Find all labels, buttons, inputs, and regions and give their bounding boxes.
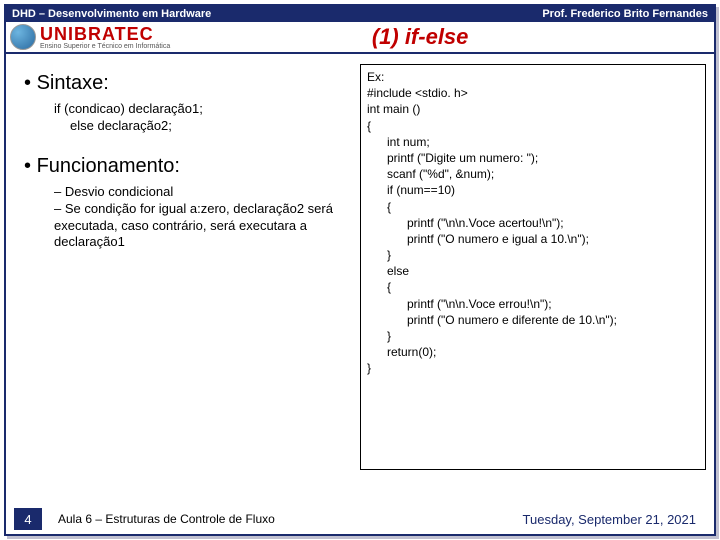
- page-number: 4: [14, 508, 42, 530]
- header-left: DHD – Desenvolvimento em Hardware: [12, 8, 211, 20]
- code-line: }: [367, 360, 699, 376]
- footer-date: Tuesday, September 21, 2021: [523, 512, 706, 527]
- code-line: else: [387, 263, 699, 279]
- func-heading: Funcionamento:: [24, 155, 356, 178]
- syntax-line1: if (condicao) declaração1;: [54, 101, 356, 118]
- logo-text: UNIBRATEC Ensino Superior e Técnico em I…: [40, 25, 170, 50]
- code-line: }: [387, 328, 699, 344]
- syntax-line2: else declaração2;: [70, 118, 356, 135]
- code-line: Ex:: [367, 69, 699, 85]
- logo-icon: [10, 24, 36, 50]
- code-line: int main (): [367, 101, 699, 117]
- footer: 4 Aula 6 – Estruturas de Controle de Flu…: [6, 508, 714, 530]
- slide-title: (1) if-else: [170, 24, 710, 50]
- code-line: printf ("O numero e igual a 10.\n");: [407, 231, 699, 247]
- code-line: printf ("Digite um numero: ");: [387, 150, 699, 166]
- code-line: }: [387, 247, 699, 263]
- syntax-heading: Sintaxe:: [24, 72, 356, 95]
- code-line: #include <stdio. h>: [367, 85, 699, 101]
- code-line: {: [367, 118, 699, 134]
- code-line: if (num==10): [387, 182, 699, 198]
- code-line: scanf ("%d", &num);: [387, 166, 699, 182]
- left-column: Sintaxe: if (condicao) declaração1; else…: [14, 64, 360, 470]
- code-line: return(0);: [387, 344, 699, 360]
- footer-title: Aula 6 – Estruturas de Controle de Fluxo: [58, 512, 275, 526]
- code-line: {: [387, 199, 699, 215]
- header-bar: DHD – Desenvolvimento em Hardware Prof. …: [6, 6, 714, 22]
- content-area: Sintaxe: if (condicao) declaração1; else…: [6, 54, 714, 474]
- code-box: Ex: #include <stdio. h> int main () { in…: [360, 64, 706, 470]
- logo-row: UNIBRATEC Ensino Superior e Técnico em I…: [6, 22, 714, 54]
- header-right: Prof. Frederico Brito Fernandes: [542, 8, 708, 20]
- func-line2: Se condição for igual a:zero, declaração…: [54, 201, 356, 252]
- code-line: {: [387, 279, 699, 295]
- code-line: int num;: [387, 134, 699, 150]
- func-line1: Desvio condicional: [54, 184, 356, 201]
- slide-frame: DHD – Desenvolvimento em Hardware Prof. …: [4, 4, 716, 536]
- code-line: printf ("O numero e diferente de 10.\n")…: [407, 312, 699, 328]
- logo-sub: Ensino Superior e Técnico em Informática: [40, 43, 170, 50]
- logo-main: UNIBRATEC: [40, 25, 170, 43]
- code-line: printf ("\n\n.Voce errou!\n");: [407, 296, 699, 312]
- code-line: printf ("\n\n.Voce acertou!\n");: [407, 215, 699, 231]
